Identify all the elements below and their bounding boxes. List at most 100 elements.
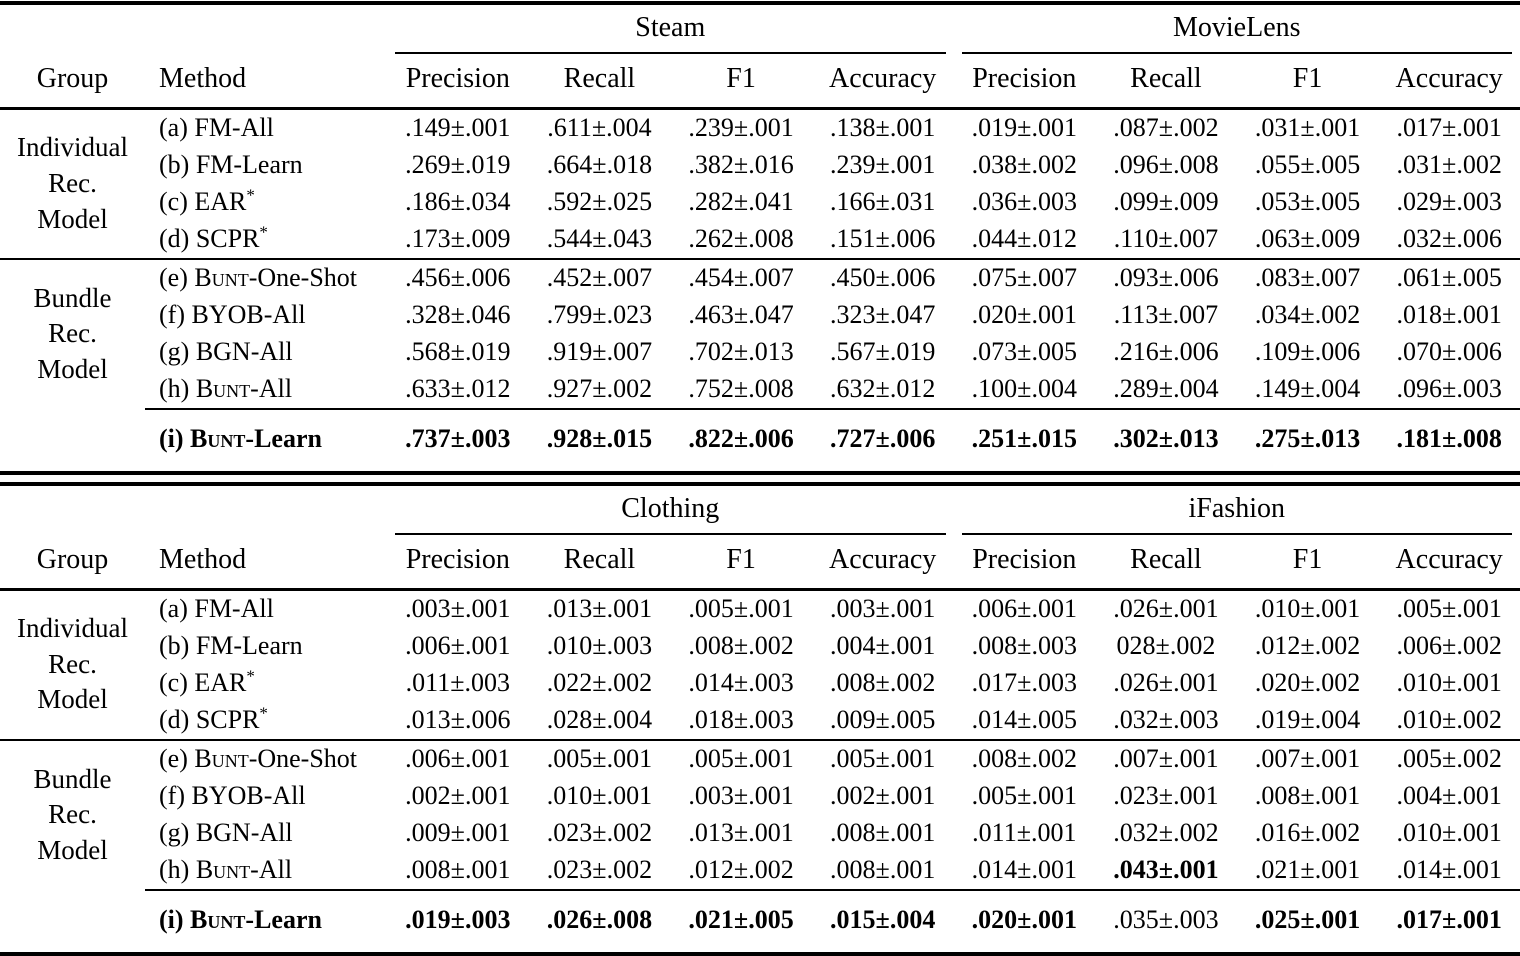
metric-value: .025±.001 [1237,890,1379,954]
metric-header: F1 [1237,535,1379,590]
method-cell: (a) FM-All [145,108,387,147]
metric-value: .702±.013 [670,334,812,371]
metric-value: .018±.001 [1378,297,1520,334]
metric-value: .073±.005 [954,334,1096,371]
metric-header: Precision [954,535,1096,590]
metric-value: .799±.023 [529,297,671,334]
table-row: (h) Bunt-All.008±.001.023±.002.012±.002.… [0,852,1520,890]
table-row: (f) BYOB-All.002±.001.010±.001.003±.001.… [0,778,1520,815]
metric-value: .010±.003 [529,628,671,665]
table-row: (b) FM-Learn.006±.001.010±.003.008±.002.… [0,628,1520,665]
metric-value: .034±.002 [1237,297,1379,334]
metric-value: .005±.001 [670,589,812,628]
metric-value: .015±.004 [812,890,954,954]
method-cell: (g) BGN-All [145,815,387,852]
method-cell: (e) Bunt-One-Shot [145,259,387,297]
metric-value: .003±.001 [670,778,812,815]
table-row: Bundle Rec. Model(e) Bunt-One-Shot.456±.… [0,259,1520,297]
metric-value: .031±.001 [1237,108,1379,147]
table-row: Bundle Rec. Model(e) Bunt-One-Shot.006±.… [0,740,1520,778]
metric-value: .328±.046 [387,297,529,334]
metric-value: .454±.007 [670,259,812,297]
metric-value: .003±.001 [387,589,529,628]
metric-value: .011±.001 [954,815,1096,852]
metric-value: .006±.001 [954,589,1096,628]
metric-value: .216±.006 [1095,334,1237,371]
method-cell: (h) Bunt-All [145,371,387,409]
metric-value: .282±.041 [670,184,812,221]
method-cell: (e) Bunt-One-Shot [145,740,387,778]
metric-value: .005±.001 [812,740,954,778]
metric-value: .100±.004 [954,371,1096,409]
metric-value: .010±.001 [1237,589,1379,628]
table-row: (d) SCPR*.173±.009.544±.043.262±.008.151… [0,221,1520,259]
metric-value: .083±.007 [1237,259,1379,297]
dataset-name: MovieLens [954,13,1520,52]
table-row: (g) BGN-All.568±.019.919±.007.702±.013.5… [0,334,1520,371]
method-cell: (i) Bunt-Learn [145,890,387,954]
metric-header: Recall [529,54,671,109]
metric-value: .010±.001 [1378,665,1520,702]
metric-value: .008±.002 [670,628,812,665]
metric-value: .008±.002 [812,665,954,702]
metric-value: .028±.004 [529,702,671,740]
method-cell: (a) FM-All [145,589,387,628]
metric-value: .568±.019 [387,334,529,371]
metric-value: .036±.003 [954,184,1096,221]
metric-value: .029±.003 [1378,184,1520,221]
table-row: (b) FM-Learn.269±.019.664±.018.382±.016.… [0,147,1520,184]
metric-value: .021±.005 [670,890,812,954]
metric-value: .043±.001 [1095,852,1237,890]
metric-value: .010±.002 [1378,702,1520,740]
metric-value: .450±.006 [812,259,954,297]
method-cell: (c) EAR* [145,184,387,221]
metric-value: .017±.003 [954,665,1096,702]
metric-value: .009±.001 [387,815,529,852]
metric-value: .262±.008 [670,221,812,259]
superscript-asterisk: * [259,223,267,242]
metric-value: .005±.001 [670,740,812,778]
metric-value: .013±.006 [387,702,529,740]
metric-value: .026±.001 [1095,589,1237,628]
metric-value: .006±.002 [1378,628,1520,665]
group-column-header: Group [0,484,145,589]
metric-header: F1 [670,535,812,590]
metric-value: .013±.001 [670,815,812,852]
metric-value: .019±.001 [954,108,1096,147]
group-label: Bundle Rec. Model [12,762,134,869]
metric-value: .005±.001 [954,778,1096,815]
metric-value: .927±.002 [529,371,671,409]
metric-value: .035±.003 [1095,890,1237,954]
method-cell: (h) Bunt-All [145,852,387,890]
table-row: (h) Bunt-All.633±.012.927±.002.752±.008.… [0,371,1520,409]
metric-value: .928±.015 [529,409,671,473]
dataset-header: MovieLens [954,3,1520,54]
metric-value: .919±.007 [529,334,671,371]
metric-value: .012±.002 [670,852,812,890]
method-cell: (d) SCPR* [145,221,387,259]
table-row: (g) BGN-All.009±.001.023±.002.013±.001.0… [0,815,1520,852]
metric-value: .822±.006 [670,409,812,473]
metric-header: Accuracy [1378,54,1520,109]
metric-value: .456±.006 [387,259,529,297]
metric-value: .186±.034 [387,184,529,221]
metric-value: .008±.001 [812,852,954,890]
superscript-asterisk: * [246,666,254,685]
metric-value: .008±.002 [954,740,1096,778]
metric-value: .007±.001 [1095,740,1237,778]
metric-value: .007±.001 [1237,740,1379,778]
dataset-header: iFashion [954,484,1520,535]
metric-value: .239±.001 [670,108,812,147]
dataset-name: Clothing [387,494,954,533]
metric-value: .021±.001 [1237,852,1379,890]
method-cell: (f) BYOB-All [145,778,387,815]
metric-value: .002±.001 [387,778,529,815]
superscript-asterisk: * [246,186,254,205]
metric-header: Precision [954,54,1096,109]
metric-value: .093±.006 [1095,259,1237,297]
metric-value: .008±.003 [954,628,1096,665]
metric-value: .032±.006 [1378,221,1520,259]
metric-value: .020±.001 [954,890,1096,954]
